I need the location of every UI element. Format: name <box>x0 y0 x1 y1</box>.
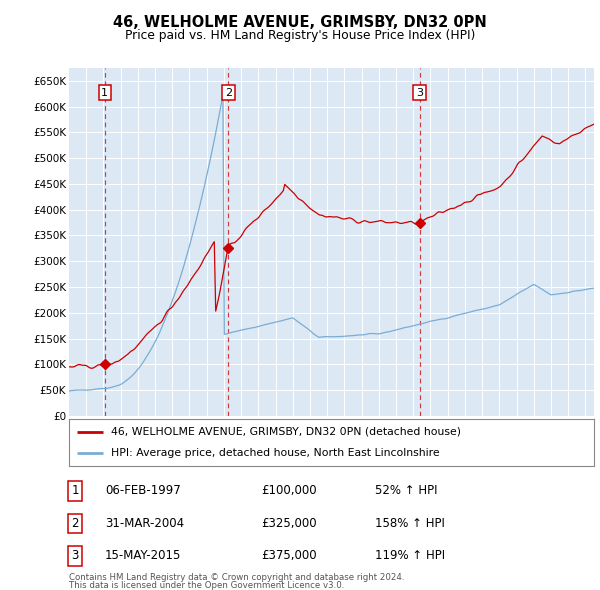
Text: 2: 2 <box>71 517 79 530</box>
Text: 46, WELHOLME AVENUE, GRIMSBY, DN32 0PN (detached house): 46, WELHOLME AVENUE, GRIMSBY, DN32 0PN (… <box>111 427 461 437</box>
Text: 158% ↑ HPI: 158% ↑ HPI <box>375 517 445 530</box>
Text: 46, WELHOLME AVENUE, GRIMSBY, DN32 0PN: 46, WELHOLME AVENUE, GRIMSBY, DN32 0PN <box>113 15 487 30</box>
Text: £100,000: £100,000 <box>261 484 317 497</box>
Text: £375,000: £375,000 <box>261 549 317 562</box>
Text: Price paid vs. HM Land Registry's House Price Index (HPI): Price paid vs. HM Land Registry's House … <box>125 29 475 42</box>
Text: 31-MAR-2004: 31-MAR-2004 <box>105 517 184 530</box>
Text: 2: 2 <box>224 87 232 97</box>
Text: 06-FEB-1997: 06-FEB-1997 <box>105 484 181 497</box>
Text: 3: 3 <box>416 87 423 97</box>
Text: £325,000: £325,000 <box>261 517 317 530</box>
Text: 1: 1 <box>101 87 109 97</box>
Text: 1: 1 <box>71 484 79 497</box>
Text: 52% ↑ HPI: 52% ↑ HPI <box>375 484 437 497</box>
Text: This data is licensed under the Open Government Licence v3.0.: This data is licensed under the Open Gov… <box>69 581 344 590</box>
Text: 119% ↑ HPI: 119% ↑ HPI <box>375 549 445 562</box>
Text: 3: 3 <box>71 549 79 562</box>
Text: HPI: Average price, detached house, North East Lincolnshire: HPI: Average price, detached house, Nort… <box>111 448 440 458</box>
Text: 15-MAY-2015: 15-MAY-2015 <box>105 549 181 562</box>
Text: Contains HM Land Registry data © Crown copyright and database right 2024.: Contains HM Land Registry data © Crown c… <box>69 572 404 582</box>
